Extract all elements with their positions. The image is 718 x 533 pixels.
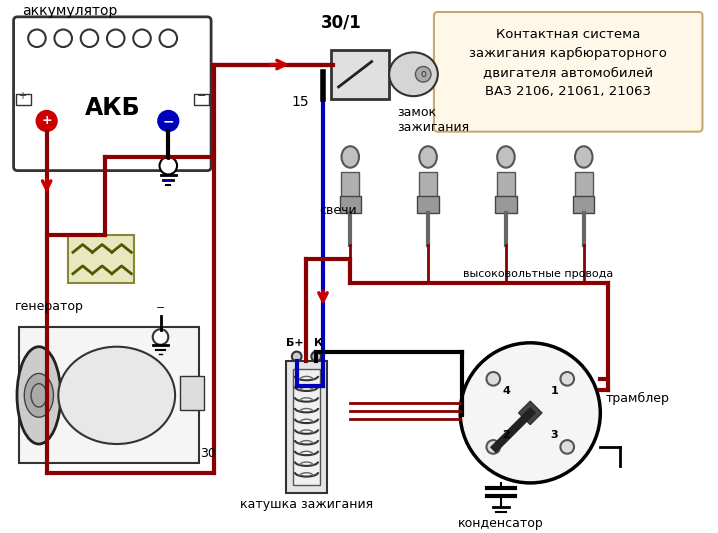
Circle shape xyxy=(561,372,574,386)
Circle shape xyxy=(292,352,302,361)
Circle shape xyxy=(55,29,72,47)
Circle shape xyxy=(460,343,600,483)
Bar xyxy=(340,196,361,213)
Text: Контактная система
зажигания карбюраторного
двигателя автомобилей
ВАЗ 2106, 2106: Контактная система зажигания карбюраторн… xyxy=(470,28,667,98)
Ellipse shape xyxy=(58,346,175,444)
Bar xyxy=(573,196,595,213)
Text: +: + xyxy=(19,91,27,101)
Text: 15: 15 xyxy=(292,94,309,109)
FancyBboxPatch shape xyxy=(434,12,702,132)
Bar xyxy=(286,361,327,492)
Ellipse shape xyxy=(389,52,438,96)
Ellipse shape xyxy=(342,146,359,168)
Text: конденсатор: конденсатор xyxy=(458,517,544,530)
Circle shape xyxy=(37,111,57,131)
Text: катушка зажигания: катушка зажигания xyxy=(240,497,373,511)
Polygon shape xyxy=(518,401,542,425)
Bar xyxy=(331,50,389,99)
Text: 4: 4 xyxy=(503,386,510,395)
Bar xyxy=(180,376,205,410)
Text: 1: 1 xyxy=(551,386,558,395)
Text: 30: 30 xyxy=(200,447,216,460)
Ellipse shape xyxy=(17,346,61,444)
Circle shape xyxy=(312,352,321,361)
Text: 2: 2 xyxy=(503,430,510,440)
Bar xyxy=(194,94,209,106)
Ellipse shape xyxy=(419,146,437,168)
Bar xyxy=(68,235,134,284)
Circle shape xyxy=(416,67,431,82)
Circle shape xyxy=(159,29,177,47)
Bar xyxy=(497,172,515,201)
Text: 30/1: 30/1 xyxy=(321,14,362,32)
Text: аккумулятор: аккумулятор xyxy=(22,4,118,18)
Circle shape xyxy=(159,157,177,174)
Bar xyxy=(16,94,31,106)
Text: −: − xyxy=(156,303,165,313)
Text: высоковольтные провода: высоковольтные провода xyxy=(462,269,613,279)
Circle shape xyxy=(153,329,168,345)
Bar xyxy=(495,196,517,213)
Ellipse shape xyxy=(24,374,53,417)
Bar xyxy=(417,196,439,213)
Circle shape xyxy=(561,440,574,454)
Bar xyxy=(419,172,437,201)
Text: +: + xyxy=(42,115,52,127)
Text: −: − xyxy=(163,174,174,188)
Text: o: o xyxy=(420,69,426,79)
Ellipse shape xyxy=(575,146,592,168)
Circle shape xyxy=(80,29,98,47)
Circle shape xyxy=(134,29,151,47)
Text: генератор: генератор xyxy=(14,300,83,313)
Text: зажигания: зажигания xyxy=(397,121,469,134)
Text: −: − xyxy=(162,114,174,128)
Ellipse shape xyxy=(497,146,515,168)
Text: Б+: Б+ xyxy=(286,338,304,348)
Ellipse shape xyxy=(31,384,47,407)
Bar xyxy=(342,172,359,201)
Text: свечи: свечи xyxy=(319,204,357,217)
Circle shape xyxy=(107,29,124,47)
Bar xyxy=(293,369,320,485)
Text: −: − xyxy=(197,91,206,101)
Text: замок: замок xyxy=(397,107,436,119)
Text: АКБ: АКБ xyxy=(85,96,140,120)
Bar xyxy=(575,172,592,201)
Text: 3: 3 xyxy=(551,430,558,440)
Text: К: К xyxy=(314,338,322,348)
FancyBboxPatch shape xyxy=(14,17,211,171)
Circle shape xyxy=(487,440,500,454)
Bar xyxy=(19,327,200,464)
Circle shape xyxy=(487,372,500,386)
Text: трамблер: трамблер xyxy=(605,392,669,405)
Circle shape xyxy=(159,111,178,131)
Circle shape xyxy=(28,29,46,47)
